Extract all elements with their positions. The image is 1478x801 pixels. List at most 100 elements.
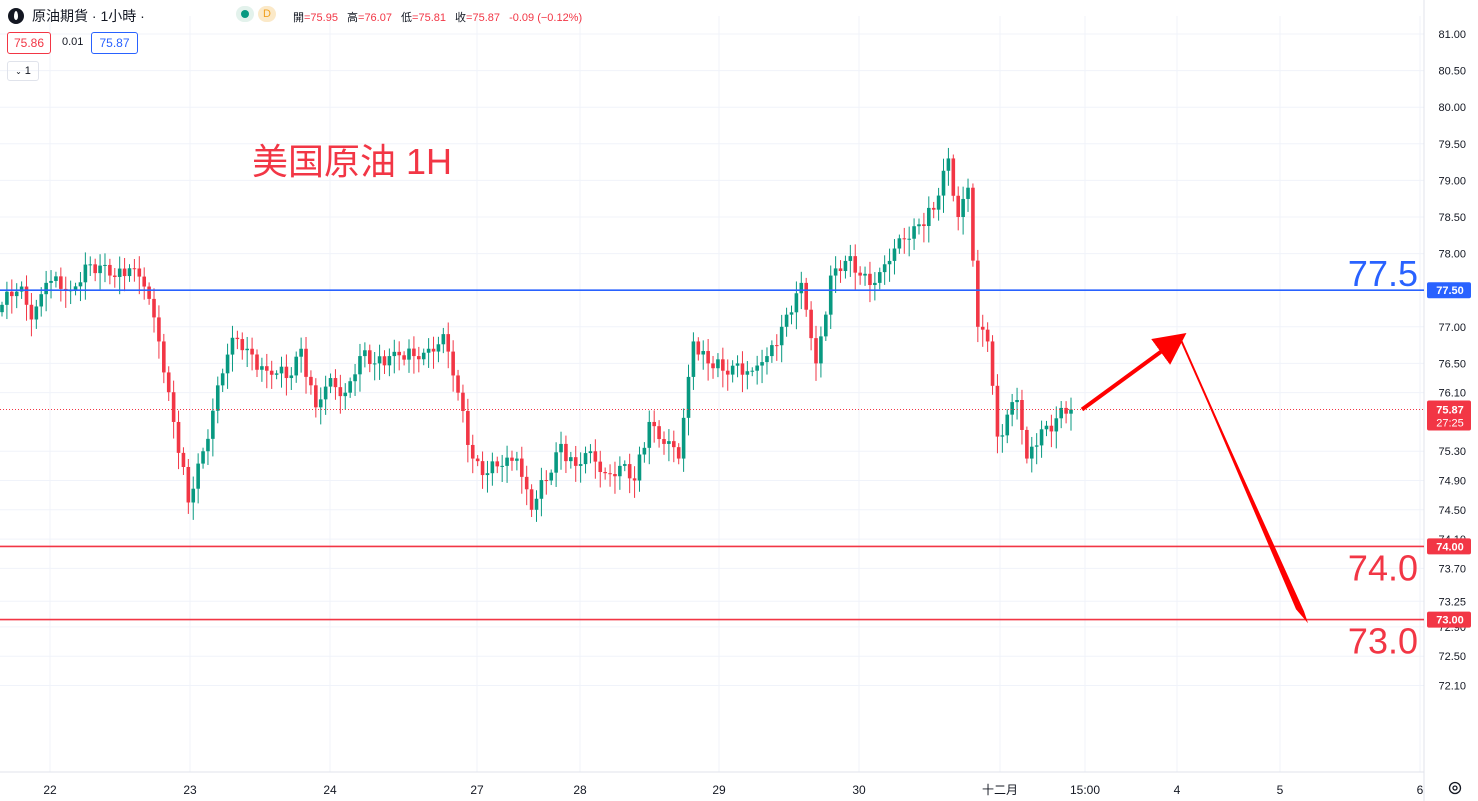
candle: [5, 291, 9, 305]
candle: [490, 461, 495, 474]
candle: [451, 351, 455, 376]
candle: [922, 224, 926, 227]
candle: [117, 268, 122, 277]
candles: [0, 147, 1073, 522]
ohlc-high-value: =76.07: [358, 12, 392, 24]
indicator-toggle[interactable]: ⌄ 1: [7, 61, 39, 81]
candle: [73, 286, 78, 291]
candle: [814, 338, 818, 364]
x-tick-label: 22: [43, 783, 57, 797]
candle: [573, 457, 578, 466]
ohlc-low-label: 低: [401, 12, 413, 24]
candle: [588, 451, 593, 454]
oil-drop-icon: [8, 8, 24, 24]
candle: [363, 350, 367, 357]
candle: [735, 363, 740, 366]
candle: [421, 352, 426, 360]
candle: [1039, 429, 1044, 446]
candle: [961, 198, 965, 217]
candle: [98, 265, 102, 274]
d-badge[interactable]: D: [258, 6, 276, 22]
candle: [990, 341, 995, 386]
ohlc-change-value: -0.09 (−0.12%): [509, 12, 583, 24]
candle: [907, 238, 911, 240]
candle: [103, 264, 107, 266]
candle: [500, 465, 504, 467]
candle: [417, 356, 421, 360]
candle: [49, 280, 53, 283]
y-tick-label: 76.50: [1438, 358, 1466, 370]
candle: [721, 359, 725, 371]
y-tick-label: 73.70: [1438, 563, 1466, 575]
symbol-title[interactable]: 原油期貨 · 1小時 ·: [32, 8, 145, 24]
candle: [505, 457, 509, 466]
candle: [29, 304, 34, 320]
x-tick-label: 30: [852, 783, 866, 797]
candle: [446, 334, 451, 352]
candle: [583, 453, 588, 465]
y-tick-label: 73.25: [1438, 596, 1466, 608]
candle: [873, 282, 877, 286]
candle: [274, 373, 279, 375]
level-axis-label: 77.50: [1436, 285, 1464, 297]
candle: [559, 443, 563, 453]
chart-title: 美国原油 1H: [252, 141, 452, 182]
candle: [936, 195, 941, 210]
candle: [88, 264, 93, 266]
candle: [578, 464, 583, 466]
candle: [877, 272, 882, 283]
candle: [770, 345, 774, 357]
candle: [686, 376, 691, 418]
x-tick-label: 28: [573, 783, 587, 797]
candle: [304, 348, 308, 377]
status-badges: D: [236, 6, 276, 22]
candle: [789, 312, 794, 315]
candle: [54, 276, 58, 281]
candle: [431, 348, 436, 352]
candle: [269, 370, 274, 375]
level-annotation: 74.0: [1348, 547, 1418, 588]
candle: [1025, 429, 1029, 459]
gear-icon[interactable]: [1447, 780, 1463, 796]
candle: [740, 363, 745, 375]
candle: [456, 375, 460, 393]
candle: [544, 480, 549, 482]
y-tick-label: 74.90: [1438, 476, 1466, 488]
candle: [848, 256, 853, 261]
candle: [622, 464, 627, 466]
candle: [627, 464, 632, 479]
candle: [515, 458, 519, 461]
candle: [667, 441, 671, 444]
candle: [387, 356, 392, 366]
candle: [858, 272, 862, 276]
buy-price-box[interactable]: 75.87: [91, 32, 138, 54]
x-tick-label: 23: [183, 783, 197, 797]
sell-price-box[interactable]: 75.86: [7, 32, 51, 54]
candle: [1020, 400, 1024, 430]
candle: [206, 438, 210, 452]
ohlc-legend: 開=75.95 高=76.07 低=75.81 收=75.87 -0.09 (−…: [293, 9, 588, 25]
x-tick-label: 十二月: [982, 783, 1018, 797]
x-tick-label: 15:00: [1070, 783, 1100, 797]
y-tick-label: 72.50: [1438, 651, 1466, 663]
candle: [838, 268, 843, 272]
candle: [230, 337, 235, 355]
candle: [59, 276, 63, 289]
candle: [951, 158, 956, 196]
candle: [539, 480, 544, 499]
candle: [255, 354, 259, 370]
level-axis-label: 74.00: [1436, 541, 1464, 553]
y-tick-label: 74.50: [1438, 505, 1466, 517]
candle: [186, 466, 191, 503]
candle: [774, 345, 779, 347]
candle: [314, 385, 318, 408]
candle: [529, 489, 534, 510]
symbol-header[interactable]: 原油期貨 · 1小時 ·: [8, 6, 215, 26]
candle: [1015, 400, 1019, 403]
candle: [147, 286, 151, 299]
candle: [711, 363, 715, 369]
level-annotation: 77.5: [1348, 253, 1418, 294]
candle: [466, 411, 470, 445]
candle: [833, 268, 838, 276]
